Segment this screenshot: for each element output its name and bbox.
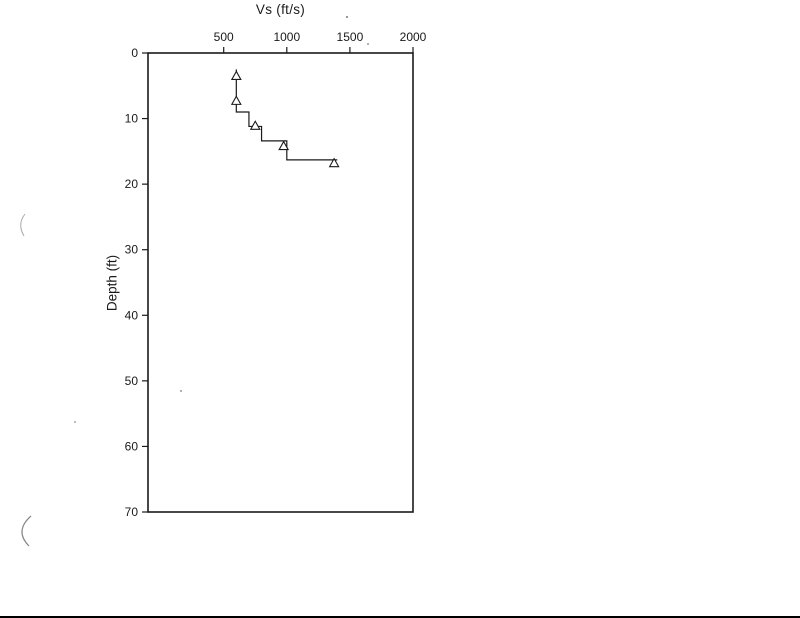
scan-artifact bbox=[346, 16, 348, 18]
vs-profile-step-line bbox=[235, 69, 338, 161]
scan-artifact bbox=[20, 213, 26, 237]
triangle-marker bbox=[230, 70, 242, 80]
y-axis-tick-label: 40 bbox=[125, 308, 139, 322]
scan-artifact bbox=[21, 515, 32, 547]
x-axis-tick-label: 1000 bbox=[273, 30, 300, 44]
x-axis-title: Vs (ft/s) bbox=[255, 2, 306, 17]
y-axis-tick-label: 10 bbox=[125, 112, 139, 126]
y-axis-tick-label: 20 bbox=[125, 177, 139, 191]
y-axis-tick-label: 70 bbox=[125, 505, 139, 519]
triangle-marker bbox=[249, 120, 261, 130]
y-axis-tick-label: 50 bbox=[125, 374, 139, 388]
x-axis-tick-label: 2000 bbox=[400, 30, 427, 44]
scan-artifact bbox=[74, 421, 76, 423]
y-axis-tick-label: 30 bbox=[125, 243, 139, 257]
y-axis-tick-label: 60 bbox=[125, 439, 139, 453]
scan-artifact bbox=[367, 43, 369, 45]
scan-artifact bbox=[180, 390, 182, 392]
x-axis-tick-label: 1500 bbox=[337, 30, 364, 44]
plot-frame bbox=[147, 52, 414, 513]
scan-edge bbox=[0, 616, 800, 618]
y-axis-tick-label: 0 bbox=[131, 46, 138, 60]
triangle-marker bbox=[230, 95, 242, 105]
triangle-marker bbox=[328, 157, 340, 168]
x-axis-tick-label: 500 bbox=[214, 30, 234, 44]
triangle-marker bbox=[278, 140, 290, 151]
